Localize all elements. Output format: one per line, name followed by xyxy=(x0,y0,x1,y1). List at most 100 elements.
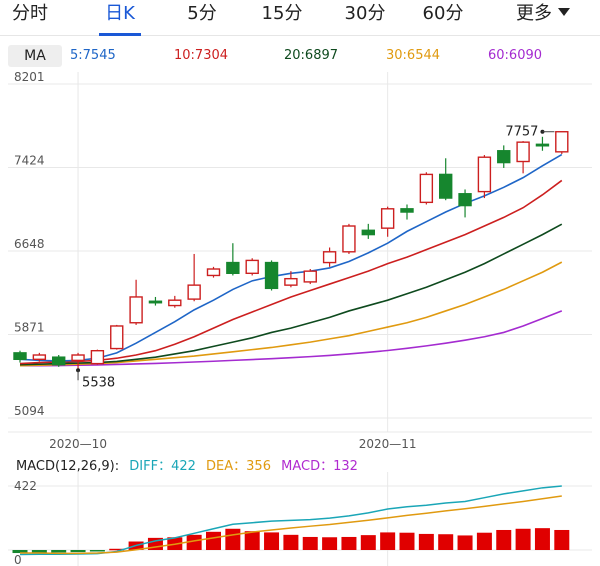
macd-bar-up xyxy=(225,528,241,550)
macd-legend: MACD(12,26,9): DIFF：422 DEA：356 MACD：132 xyxy=(16,455,364,474)
ma20-value: 20:6897 xyxy=(284,48,339,63)
candle xyxy=(168,295,182,308)
candle-body-up xyxy=(32,354,47,361)
ma10-value: 10:7304 xyxy=(174,48,229,63)
candle-body-up xyxy=(90,350,105,365)
macd-bar-up xyxy=(322,537,338,550)
tab-30min[interactable]: 30分 xyxy=(340,0,390,36)
ma60-line xyxy=(20,310,563,367)
y-tick-label: 5871 xyxy=(14,320,45,334)
tab-15min[interactable]: 15分 xyxy=(257,0,307,36)
macd-chart[interactable]: 422 0 xyxy=(0,472,600,566)
candle xyxy=(477,155,492,199)
caret-down-icon xyxy=(558,8,570,16)
ma-legend: MA 5:7545 10:7304 20:6897 30:6544 60:609… xyxy=(8,43,598,69)
macd-bar-up xyxy=(534,528,550,550)
y-tick-label: 5094 xyxy=(14,404,45,418)
candle-body-down xyxy=(52,356,66,366)
ma30-line xyxy=(19,261,563,367)
candle xyxy=(380,206,395,237)
macd-bar-up xyxy=(360,535,376,550)
candle xyxy=(71,352,85,371)
macd-title: MACD(12,26,9): xyxy=(16,459,120,474)
tab-intraday[interactable]: 分时 xyxy=(9,0,51,36)
tab-60min[interactable]: 60分 xyxy=(418,0,468,36)
candle-body-up xyxy=(477,156,492,193)
candle-body-up xyxy=(110,325,124,350)
candle xyxy=(52,355,66,367)
macd-bar-down xyxy=(89,550,105,552)
candle xyxy=(187,253,201,302)
macd-dea-value: DEA：356 xyxy=(206,459,271,474)
tab-5min[interactable]: 5分 xyxy=(182,0,222,36)
candle-body-up xyxy=(303,270,317,283)
candle xyxy=(13,350,27,363)
candle xyxy=(419,172,434,205)
tab-daily-k[interactable]: 日K xyxy=(99,0,141,36)
dea-line xyxy=(20,495,562,555)
annotation-low-label: 5538 xyxy=(82,375,115,390)
candle-body-up xyxy=(380,208,395,229)
candle-body-up xyxy=(322,251,337,264)
candle-body-down xyxy=(13,352,27,361)
macd-bar-up xyxy=(476,532,492,550)
candle-body-up xyxy=(516,141,530,163)
candle xyxy=(32,352,47,362)
x-tick-label: 2020—11 xyxy=(359,437,417,451)
active-tab-indicator xyxy=(99,33,141,36)
tab-label: 15分 xyxy=(261,3,303,24)
candle xyxy=(303,269,317,285)
macd-bar-up xyxy=(264,532,280,550)
tab-label: 5分 xyxy=(187,3,217,24)
candle-body-up xyxy=(129,296,143,324)
macd-bar-up xyxy=(302,536,318,550)
macd-bar-up xyxy=(457,535,473,550)
candle xyxy=(284,271,298,288)
candle xyxy=(245,258,259,276)
candle-body-up xyxy=(419,173,434,204)
tab-label: 分时 xyxy=(12,3,48,24)
candle xyxy=(342,223,356,254)
macd-bar-up xyxy=(244,531,260,550)
macd-bar-up xyxy=(341,536,357,550)
candle-body-up xyxy=(206,268,221,277)
candle-body-down xyxy=(458,193,472,207)
annotation-high-label: 7757 xyxy=(505,125,538,140)
macd-y-tick-label: 0 xyxy=(14,553,22,566)
macd-bar-down xyxy=(51,550,67,553)
candle xyxy=(497,145,511,168)
candle xyxy=(226,243,240,276)
candle xyxy=(555,131,569,154)
ma30-value: 30:6544 xyxy=(386,48,441,63)
ma5-value: 5:7545 xyxy=(70,48,116,63)
macd-bar-up xyxy=(399,532,415,550)
candle-body-up xyxy=(71,354,85,362)
candle xyxy=(322,247,337,267)
macd-bar-down xyxy=(12,550,28,554)
ma60-value: 60:6090 xyxy=(488,48,543,63)
tab-label: 30分 xyxy=(344,3,386,24)
candle xyxy=(148,296,163,306)
candle xyxy=(110,324,124,350)
candle-body-up xyxy=(342,225,356,253)
candle-body-down xyxy=(226,261,240,275)
candle-body-down xyxy=(400,208,414,213)
y-tick-label: 6648 xyxy=(14,237,45,251)
more-label: 更多 xyxy=(516,3,552,24)
y-tick-label: 8201 xyxy=(14,72,45,84)
candle xyxy=(361,223,375,239)
candle xyxy=(129,279,143,325)
macd-bar-up xyxy=(438,534,454,550)
macd-diff-value: DIFF：422 xyxy=(129,459,196,474)
candle-body-up xyxy=(168,299,182,307)
macd-bar-up xyxy=(109,548,125,551)
candle xyxy=(400,204,414,220)
macd-bar-up xyxy=(380,532,396,550)
candle-body-down xyxy=(439,173,453,199)
candlestick-chart[interactable]: 8201 7424 6648 5871 5094 2020—10 2020—11 5538 77… xyxy=(0,72,600,456)
x-tick-label: 2020—10 xyxy=(49,437,107,451)
more-dropdown[interactable]: 更多 xyxy=(516,0,570,36)
macd-bar-up xyxy=(496,529,512,550)
ma-toggle-button[interactable]: MA xyxy=(8,45,62,67)
candle-body-up xyxy=(187,284,201,300)
